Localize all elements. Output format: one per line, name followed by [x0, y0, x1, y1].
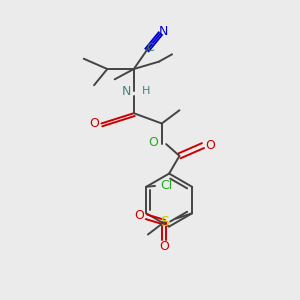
Text: H: H: [142, 86, 150, 96]
Text: O: O: [134, 209, 144, 222]
Text: O: O: [159, 240, 169, 253]
Text: N: N: [159, 25, 169, 38]
Text: S: S: [160, 215, 169, 229]
Text: O: O: [89, 117, 99, 130]
Text: O: O: [206, 139, 215, 152]
Text: N: N: [122, 85, 131, 98]
Text: O: O: [148, 136, 158, 149]
Text: Cl: Cl: [160, 179, 172, 192]
Text: C: C: [146, 44, 154, 53]
